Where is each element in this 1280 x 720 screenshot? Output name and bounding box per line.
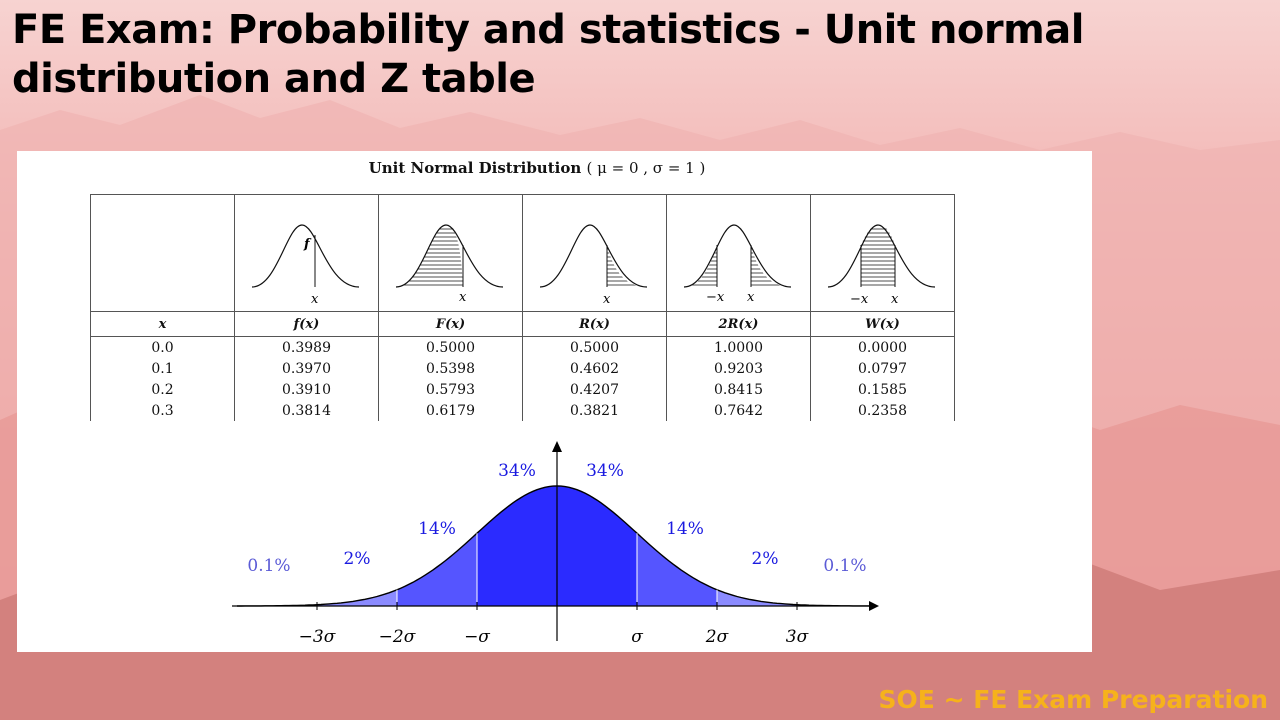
- x-axis-arrow: [869, 601, 879, 611]
- sigma-band: [557, 486, 637, 606]
- percent-label: 2%: [752, 549, 779, 569]
- icon-label-f: f: [303, 237, 312, 252]
- cell: 0.8415: [666, 379, 811, 400]
- percent-label: 0.1%: [823, 556, 866, 576]
- sigma-label: −2σ: [379, 627, 416, 647]
- cell: 0.6179: [378, 400, 523, 421]
- sigma-labels: −3σ −2σ −σ σ 2σ 3σ: [299, 627, 809, 647]
- table-title-text: Unit Normal Distribution: [368, 159, 582, 177]
- cell: 0.4207: [522, 379, 667, 400]
- icon-label-x: x: [459, 290, 467, 305]
- cell: 0.5000: [378, 336, 523, 358]
- header-row: x f(x) F(x) R(x) 2R(x) W(x): [90, 311, 955, 337]
- cell: 0.0000: [810, 336, 955, 358]
- table-row: 0.2 0.3910 0.5793 0.4207 0.8415 0.1585: [90, 379, 955, 400]
- sigma-label: 2σ: [705, 627, 729, 647]
- col-header-Rx: R(x): [522, 311, 667, 337]
- central-area-icon: −x x: [827, 224, 935, 307]
- density-curve-icon: f x: [251, 224, 359, 307]
- content-panel: Unit Normal Distribution ( μ = 0 , σ = 1…: [17, 151, 1092, 652]
- cell: 0.0797: [810, 358, 955, 379]
- percent-label: 0.1%: [247, 556, 290, 576]
- cell: 0.3970: [234, 358, 379, 379]
- sigma-band: [317, 589, 397, 606]
- cell: 0.2358: [810, 400, 955, 421]
- right-tail-icon: x: [539, 224, 647, 307]
- icon-label-neg-x: −x: [850, 292, 869, 307]
- cell: 0.3: [90, 400, 235, 421]
- percent-label: 34%: [586, 461, 624, 481]
- table-title: Unit Normal Distribution ( μ = 0 , σ = 1…: [17, 159, 1057, 177]
- y-axis-arrow: [552, 441, 562, 452]
- sigma-label: −3σ: [299, 627, 336, 647]
- cell: 0.0: [90, 336, 235, 358]
- col-header-x: x: [90, 311, 235, 337]
- cumulative-area-icon: x: [395, 224, 503, 305]
- z-table: f x x: [90, 194, 955, 421]
- cell: 0.5000: [522, 336, 667, 358]
- col-header-2Rx: 2R(x): [666, 311, 811, 337]
- percent-labels: 0.1% 2% 14% 34% 34% 14% 2% 0.1%: [247, 461, 866, 576]
- table-params: ( μ = 0 , σ = 1 ): [586, 159, 706, 177]
- footer-brand: SOE ~ FE Exam Preparation: [878, 685, 1268, 714]
- cell: 0.3910: [234, 379, 379, 400]
- cell: 0.2: [90, 379, 235, 400]
- cell: 1.0000: [666, 336, 811, 358]
- cell: 0.4602: [522, 358, 667, 379]
- sigma-band: [477, 486, 557, 606]
- cell: 0.1585: [810, 379, 955, 400]
- cell: 0.5398: [378, 358, 523, 379]
- icon-label-x: x: [311, 292, 319, 307]
- icon-cell-empty: [90, 194, 235, 312]
- icon-label-x: x: [603, 292, 611, 307]
- x-axis-ticks: [316, 602, 798, 610]
- cell: 0.3821: [522, 400, 667, 421]
- icon-cell-2R: −x x: [666, 194, 811, 312]
- col-header-Fx: F(x): [378, 311, 523, 337]
- col-header-Wx: W(x): [810, 311, 955, 337]
- icon-label-neg-x: −x: [706, 290, 725, 305]
- icon-label-x: x: [891, 292, 899, 307]
- percent-label: 34%: [498, 461, 536, 481]
- slide-title: FE Exam: Probability and statistics - Un…: [12, 7, 1085, 102]
- icon-cell-R: x: [522, 194, 667, 312]
- percent-label: 14%: [666, 519, 704, 539]
- cell: 0.9203: [666, 358, 811, 379]
- icon-cell-F: x: [378, 194, 523, 312]
- icon-cell-W: −x x: [810, 194, 955, 312]
- cell: 0.5793: [378, 379, 523, 400]
- sigma-label: −σ: [464, 627, 490, 647]
- icon-row: f x x: [90, 194, 955, 312]
- percent-label: 2%: [344, 549, 371, 569]
- icon-cell-f: f x: [234, 194, 379, 312]
- cell: 0.7642: [666, 400, 811, 421]
- table-row: 0.0 0.3989 0.5000 0.5000 1.0000 0.0000: [90, 336, 955, 358]
- sigma-label: 3σ: [786, 627, 809, 647]
- cell: 0.3989: [234, 336, 379, 358]
- table-row: 0.1 0.3970 0.5398 0.4602 0.9203 0.0797: [90, 358, 955, 379]
- sigma-label: σ: [631, 627, 643, 647]
- icon-label-x: x: [747, 290, 755, 305]
- bell-curve-chart: −3σ −2σ −σ σ 2σ 3σ 0.1% 2% 14% 34% 34% 14% 2% 0.1%: [232, 441, 879, 647]
- percent-label: 14%: [418, 519, 456, 539]
- cell: 0.1: [90, 358, 235, 379]
- cell: 0.3814: [234, 400, 379, 421]
- sigma-band: [717, 589, 797, 606]
- col-header-fx: f(x): [234, 311, 379, 337]
- table-row: 0.3 0.3814 0.6179 0.3821 0.7642 0.2358: [90, 400, 955, 421]
- two-tail-icon: −x x: [683, 224, 791, 305]
